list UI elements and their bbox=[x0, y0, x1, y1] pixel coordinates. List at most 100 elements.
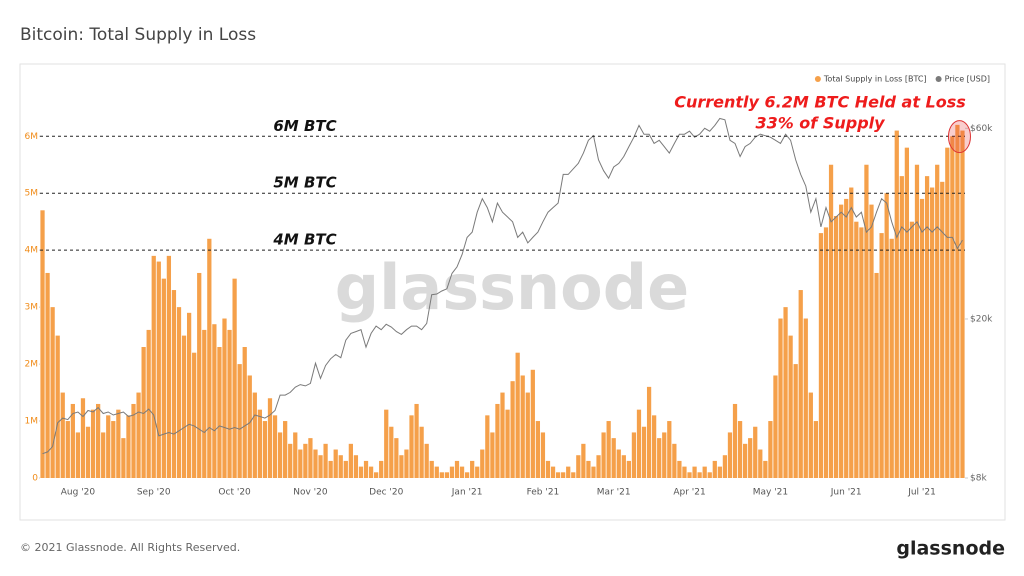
bar bbox=[515, 352, 520, 478]
bar bbox=[586, 460, 591, 478]
bar bbox=[409, 415, 414, 478]
bar bbox=[677, 460, 682, 478]
bar bbox=[550, 466, 556, 478]
bar bbox=[631, 432, 637, 478]
bar bbox=[414, 403, 419, 478]
bar bbox=[318, 455, 323, 478]
bar bbox=[727, 432, 733, 478]
bar bbox=[197, 272, 202, 478]
bar bbox=[828, 164, 834, 478]
bar bbox=[151, 255, 156, 478]
bar bbox=[283, 421, 288, 478]
legend-swatch bbox=[935, 76, 942, 82]
bar bbox=[621, 455, 626, 478]
bar bbox=[136, 392, 141, 478]
highlight-circle bbox=[947, 120, 971, 154]
annotation: Currently 6.2M BTC Held at Loss bbox=[674, 93, 966, 112]
bar bbox=[854, 221, 859, 478]
bar bbox=[879, 233, 884, 478]
bar bbox=[924, 176, 930, 478]
bar bbox=[192, 352, 197, 478]
bar bbox=[272, 415, 278, 478]
bar bbox=[121, 438, 126, 478]
bar bbox=[748, 438, 753, 478]
bar bbox=[839, 204, 844, 478]
bar bbox=[768, 421, 773, 478]
bar bbox=[65, 421, 70, 478]
bar bbox=[313, 449, 318, 478]
reference-label: 6M BTC bbox=[273, 117, 336, 135]
bar bbox=[540, 432, 546, 478]
y2-tick-label: $8k bbox=[970, 474, 987, 484]
chart-frame bbox=[19, 63, 1006, 521]
bar bbox=[707, 472, 712, 478]
bar bbox=[935, 164, 940, 478]
bar bbox=[899, 176, 904, 478]
bar bbox=[601, 432, 606, 478]
bar bbox=[449, 466, 455, 478]
bar bbox=[591, 466, 596, 478]
bar bbox=[459, 466, 465, 478]
bar bbox=[672, 443, 677, 478]
footer: © 2021 Glassnode. All Rights Reserved. bbox=[20, 541, 240, 554]
bar bbox=[353, 455, 359, 478]
bar bbox=[70, 403, 75, 478]
x-tick-label: Sep '20 bbox=[137, 488, 171, 498]
bar bbox=[657, 438, 662, 478]
bar bbox=[813, 421, 819, 478]
bar bbox=[181, 335, 187, 478]
bar bbox=[859, 227, 864, 478]
bar bbox=[288, 443, 293, 478]
bar bbox=[849, 187, 854, 479]
bar bbox=[424, 443, 429, 478]
bar bbox=[940, 181, 945, 478]
bar bbox=[525, 392, 530, 478]
y-tick-label: 2M bbox=[25, 360, 39, 370]
legend-label: Total Supply in Loss [BTC] bbox=[823, 75, 927, 84]
x-tick-label: Apr '21 bbox=[673, 488, 705, 498]
bar bbox=[692, 466, 697, 478]
bar bbox=[101, 432, 106, 478]
bar bbox=[758, 449, 763, 478]
bar bbox=[646, 386, 652, 478]
bar bbox=[277, 432, 283, 478]
bar bbox=[596, 455, 601, 478]
bar bbox=[308, 438, 313, 478]
y-tick-label: 4M bbox=[25, 246, 39, 256]
bar bbox=[470, 460, 475, 478]
logo: glassnode bbox=[896, 538, 1005, 560]
bar bbox=[40, 210, 45, 478]
bar bbox=[864, 164, 869, 478]
bar bbox=[242, 347, 247, 478]
bar bbox=[96, 403, 101, 478]
bar bbox=[434, 466, 439, 478]
bar bbox=[146, 329, 151, 478]
bar bbox=[394, 438, 399, 478]
bar bbox=[662, 432, 667, 478]
bar bbox=[955, 124, 960, 478]
bar bbox=[227, 329, 232, 478]
x-tick-label: Nov '20 bbox=[293, 488, 328, 498]
bar bbox=[788, 335, 793, 478]
bar bbox=[237, 364, 242, 478]
bar bbox=[545, 460, 551, 478]
bar bbox=[702, 466, 707, 478]
bar bbox=[323, 443, 328, 478]
bar bbox=[379, 460, 384, 478]
bar bbox=[141, 347, 146, 478]
reference-label: 4M BTC bbox=[272, 231, 336, 249]
bar bbox=[576, 455, 581, 478]
bar bbox=[581, 443, 586, 478]
bar bbox=[914, 164, 920, 478]
x-tick-label: Mar '21 bbox=[597, 488, 631, 498]
chart-title: Bitcoin: Total Supply in Loss bbox=[20, 25, 256, 45]
bar bbox=[606, 421, 611, 478]
bar bbox=[571, 472, 576, 478]
bar bbox=[384, 409, 389, 478]
bar bbox=[884, 193, 889, 478]
bar bbox=[520, 375, 525, 478]
bar bbox=[717, 466, 722, 478]
bar bbox=[262, 421, 268, 478]
bar bbox=[232, 278, 237, 478]
bar bbox=[818, 233, 824, 478]
